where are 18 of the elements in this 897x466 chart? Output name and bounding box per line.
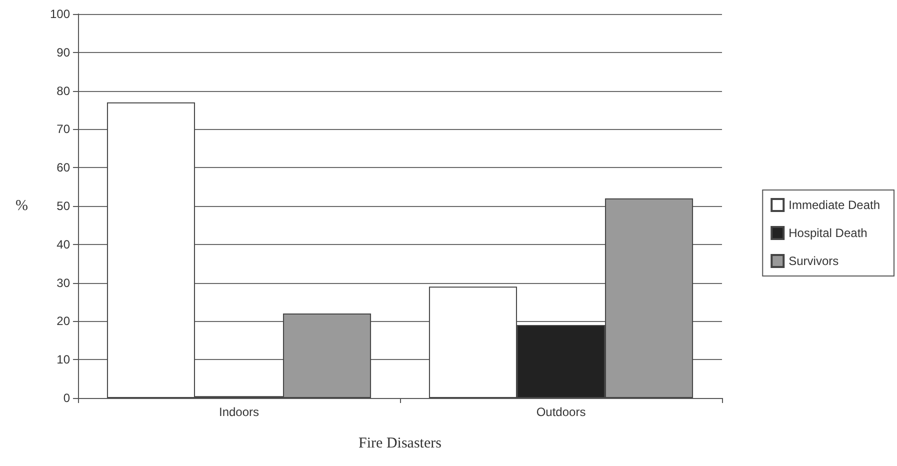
- y-tick-label: 50: [56, 199, 70, 213]
- y-tick-label: 100: [50, 7, 70, 21]
- y-tick-label: 40: [56, 237, 70, 252]
- y-tick-label: 20: [56, 314, 70, 328]
- x-axis-title: Fire Disasters: [358, 436, 442, 452]
- y-tick-label: 10: [56, 352, 70, 367]
- y-tick-label: 0: [63, 391, 70, 405]
- legend-label: Survivors: [788, 254, 839, 268]
- legend-label: Hospital Death: [788, 226, 868, 240]
- y-tick-label: 60: [56, 160, 70, 175]
- legend-label: Immediate Death: [788, 198, 880, 212]
- y-axis-title: %: [16, 198, 28, 214]
- y-tick-label: 70: [56, 122, 70, 136]
- y-tick-label: 30: [56, 276, 70, 290]
- x-tick-label: Outdoors: [536, 405, 586, 419]
- y-tick-label: 80: [56, 84, 70, 98]
- x-tick-label: Indoors: [218, 405, 260, 419]
- y-tick-label: 90: [56, 45, 70, 60]
